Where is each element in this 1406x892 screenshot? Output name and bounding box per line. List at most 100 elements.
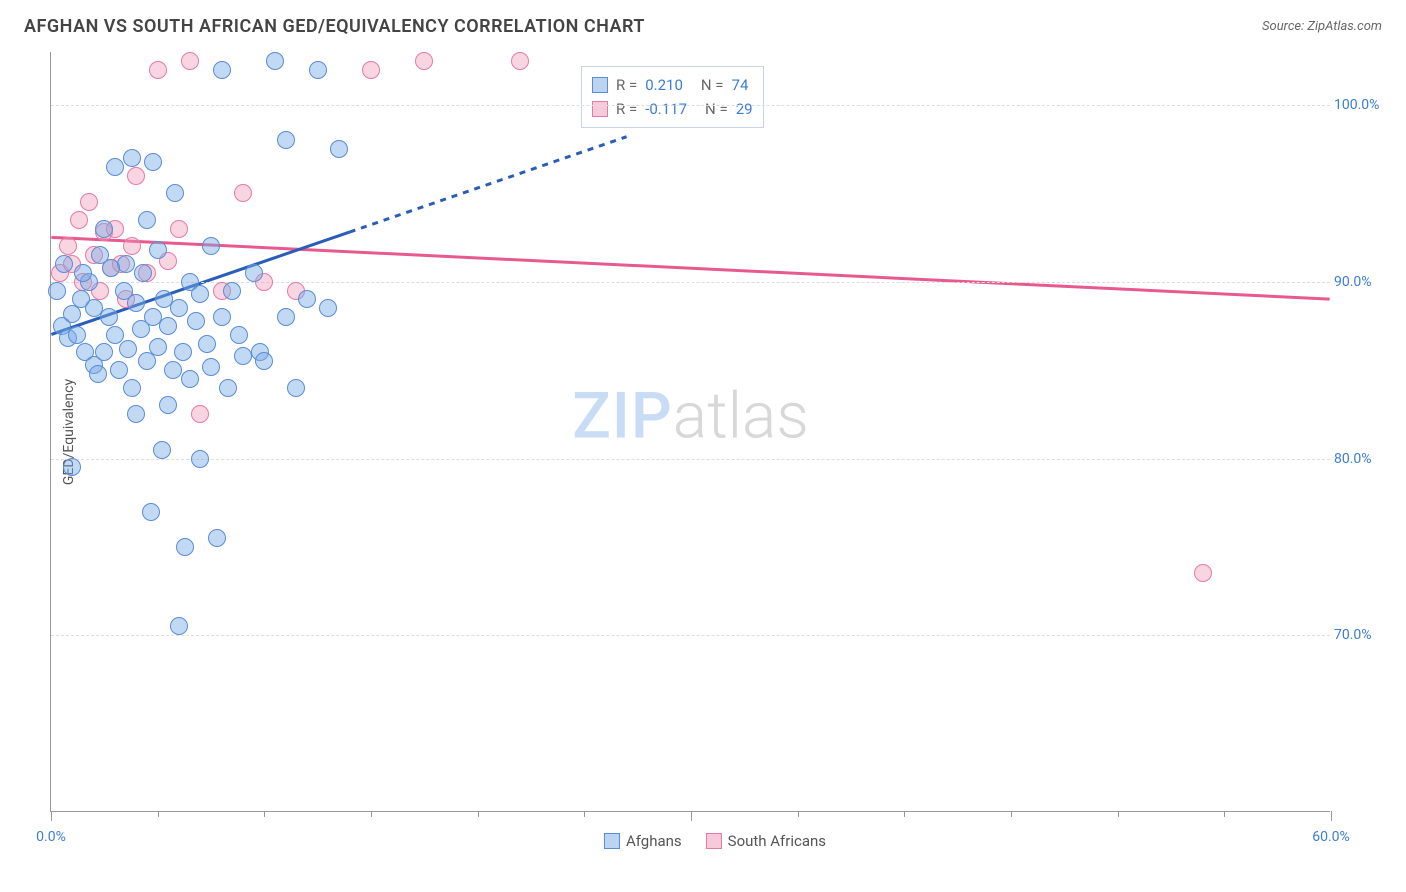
point-afghan <box>213 308 231 326</box>
point-south-african <box>362 61 380 79</box>
point-afghan <box>159 396 177 414</box>
x-tick-mark <box>798 811 799 817</box>
trend-lines-svg <box>51 52 1330 811</box>
point-south-african <box>59 237 77 255</box>
point-afghan <box>219 379 237 397</box>
point-afghan <box>187 312 205 330</box>
point-afghan <box>123 379 141 397</box>
point-afghan <box>191 450 209 468</box>
point-afghan <box>170 299 188 317</box>
point-afghan <box>74 264 92 282</box>
point-afghan <box>153 441 171 459</box>
grid-line <box>51 635 1330 636</box>
point-afghan <box>181 370 199 388</box>
legend: Afghans South Africans <box>604 832 826 850</box>
point-afghan <box>119 340 137 358</box>
point-afghan <box>144 153 162 171</box>
watermark: ZIPatlas <box>572 379 809 454</box>
stats-n-label: N = <box>705 97 728 121</box>
point-afghan <box>330 140 348 158</box>
swatch-blue <box>604 833 620 849</box>
point-afghan <box>159 317 177 335</box>
stats-n-label: N = <box>701 73 724 97</box>
point-afghan <box>89 365 107 383</box>
stats-n-value: 74 <box>732 73 749 97</box>
point-afghan <box>176 538 194 556</box>
x-tick-mark <box>691 811 692 821</box>
x-tick-mark <box>51 811 52 821</box>
point-south-african <box>191 405 209 423</box>
point-south-african <box>234 184 252 202</box>
point-afghan <box>174 343 192 361</box>
stats-r-label: R = <box>616 73 637 97</box>
point-south-african <box>511 52 529 70</box>
point-afghan <box>170 617 188 635</box>
x-tick-mark <box>1118 811 1119 817</box>
legend-item: South Africans <box>706 832 826 850</box>
point-afghan <box>287 379 305 397</box>
y-tick-label: 90.0% <box>1334 274 1380 290</box>
point-afghan <box>245 264 263 282</box>
point-afghan <box>149 241 167 259</box>
point-afghan <box>48 282 66 300</box>
chart-header: AFGHAN VS SOUTH AFRICAN GED/EQUIVALENCY … <box>0 0 1406 45</box>
watermark-zip: ZIP <box>572 379 673 454</box>
x-tick-mark <box>584 811 585 817</box>
x-tick-mark <box>371 811 372 817</box>
point-south-african <box>170 220 188 238</box>
point-afghan <box>223 282 241 300</box>
plot-area: ZIPatlas R =0.210N =74R =-0.117N =29 70.… <box>50 52 1330 812</box>
swatch-pink <box>592 101 608 117</box>
x-tick-mark <box>478 811 479 817</box>
point-afghan <box>106 158 124 176</box>
trend-line <box>51 237 1329 299</box>
stats-r-value: -0.117 <box>645 97 687 121</box>
point-afghan <box>166 184 184 202</box>
grid-line <box>51 105 1330 106</box>
chart-title: AFGHAN VS SOUTH AFRICAN GED/EQUIVALENCY … <box>24 16 645 37</box>
stats-n-value: 29 <box>736 97 753 121</box>
point-afghan <box>134 264 152 282</box>
point-south-african <box>127 167 145 185</box>
swatch-pink <box>706 833 722 849</box>
y-tick-label: 100.0% <box>1334 97 1380 113</box>
point-south-african <box>415 52 433 70</box>
stats-r-label: R = <box>616 97 637 121</box>
stats-row: R =0.210N =74 <box>592 73 753 97</box>
point-afghan <box>123 149 141 167</box>
point-afghan <box>213 61 231 79</box>
point-afghan <box>277 131 295 149</box>
point-afghan <box>110 361 128 379</box>
point-afghan <box>319 299 337 317</box>
point-afghan <box>100 308 118 326</box>
point-afghan <box>102 259 120 277</box>
grid-line <box>51 282 1330 283</box>
chart-source: Source: ZipAtlas.com <box>1262 19 1382 34</box>
point-afghan <box>63 458 81 476</box>
stats-box: R =0.210N =74R =-0.117N =29 <box>581 66 764 128</box>
point-afghan <box>202 358 220 376</box>
swatch-blue <box>592 77 608 93</box>
x-tick-mark <box>904 811 905 817</box>
plot-wrapper: GED/Equivalency ZIPatlas R =0.210N =74R … <box>50 52 1380 812</box>
point-afghan <box>208 529 226 547</box>
stats-row: R = -0.117 N = 29 <box>592 97 753 121</box>
x-tick-label: 60.0% <box>1312 829 1350 845</box>
point-afghan <box>68 326 86 344</box>
point-afghan <box>198 335 216 353</box>
point-south-african <box>1194 564 1212 582</box>
point-afghan <box>95 343 113 361</box>
point-afghan <box>149 338 167 356</box>
point-afghan <box>127 405 145 423</box>
x-tick-mark <box>1011 811 1012 817</box>
point-afghan <box>138 211 156 229</box>
legend-label: Afghans <box>626 832 682 850</box>
point-south-african <box>80 193 98 211</box>
point-south-african <box>123 237 141 255</box>
point-afghan <box>309 61 327 79</box>
point-afghan <box>277 308 295 326</box>
point-afghan <box>164 361 182 379</box>
watermark-atlas: atlas <box>673 379 809 454</box>
point-south-african <box>70 211 88 229</box>
point-afghan <box>191 285 209 303</box>
